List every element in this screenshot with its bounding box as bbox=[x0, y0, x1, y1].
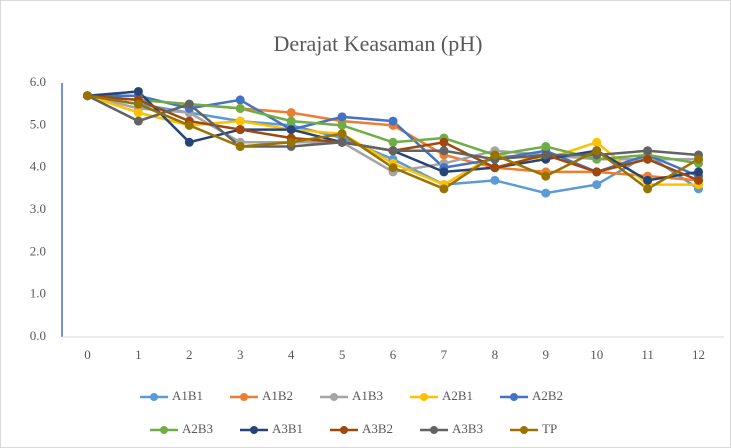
y-tick-label: 0.0 bbox=[30, 328, 46, 343]
point bbox=[184, 99, 194, 109]
point bbox=[541, 150, 551, 160]
point bbox=[439, 167, 449, 177]
point bbox=[337, 137, 347, 147]
legend-marker bbox=[510, 393, 518, 401]
legend-marker bbox=[160, 426, 168, 434]
x-tick-label: 11 bbox=[641, 347, 654, 362]
x-tick-label: 6 bbox=[390, 347, 397, 362]
legend-label: A2B3 bbox=[182, 421, 213, 436]
point bbox=[490, 163, 500, 173]
point bbox=[184, 120, 194, 130]
point bbox=[694, 154, 704, 164]
point bbox=[133, 99, 143, 109]
x-tick-label: 10 bbox=[590, 347, 603, 362]
legend-label: A1B2 bbox=[262, 388, 293, 403]
y-tick-label: 2.0 bbox=[30, 243, 46, 258]
x-tick-label: 8 bbox=[492, 347, 499, 362]
legend-marker bbox=[430, 426, 438, 434]
x-tick-label: 9 bbox=[543, 347, 550, 362]
point bbox=[490, 150, 500, 160]
x-tick-label: 12 bbox=[692, 347, 705, 362]
point bbox=[184, 137, 194, 147]
x-tick-label: 4 bbox=[288, 347, 295, 362]
legend-label: A3B3 bbox=[452, 421, 483, 436]
point bbox=[235, 142, 245, 151]
point bbox=[286, 137, 296, 147]
point bbox=[235, 95, 245, 105]
legend-label: A2B1 bbox=[442, 388, 473, 403]
point bbox=[592, 167, 602, 177]
legend-marker bbox=[420, 393, 428, 401]
legend-marker bbox=[150, 393, 158, 401]
point bbox=[133, 116, 143, 126]
point bbox=[541, 142, 551, 151]
x-tick-label: 7 bbox=[441, 347, 448, 362]
point bbox=[643, 175, 653, 185]
point bbox=[388, 163, 398, 173]
point bbox=[592, 137, 602, 147]
y-tick-label: 6.0 bbox=[30, 74, 46, 89]
legend-label: A3B1 bbox=[272, 421, 303, 436]
point bbox=[541, 188, 551, 198]
x-tick-label: 0 bbox=[84, 347, 91, 362]
point bbox=[286, 116, 296, 126]
point bbox=[643, 184, 653, 194]
point bbox=[235, 116, 245, 126]
point bbox=[235, 125, 245, 135]
point bbox=[337, 120, 347, 130]
y-tick-label: 1.0 bbox=[30, 286, 46, 301]
legend-marker bbox=[240, 393, 248, 401]
point bbox=[643, 154, 653, 164]
x-tick-label: 1 bbox=[135, 347, 142, 362]
legend-marker bbox=[250, 426, 258, 434]
point bbox=[439, 146, 449, 156]
y-tick-label: 4.0 bbox=[30, 159, 46, 174]
point bbox=[439, 184, 449, 194]
point bbox=[643, 146, 653, 156]
x-tick-label: 5 bbox=[339, 347, 346, 362]
legend-label: TP bbox=[542, 421, 557, 436]
point bbox=[439, 137, 449, 147]
point bbox=[592, 180, 602, 190]
x-tick-label: 2 bbox=[186, 347, 193, 362]
point bbox=[133, 108, 143, 118]
legend-marker bbox=[330, 393, 338, 401]
point bbox=[286, 108, 296, 118]
y-tick-label: 3.0 bbox=[30, 201, 46, 216]
legend-label: A1B1 bbox=[172, 388, 203, 403]
point bbox=[694, 175, 704, 185]
legend-marker bbox=[340, 426, 348, 434]
point bbox=[337, 129, 347, 139]
point bbox=[337, 112, 347, 122]
point bbox=[388, 146, 398, 156]
point bbox=[235, 103, 245, 113]
legend-marker bbox=[520, 426, 528, 434]
point bbox=[541, 171, 551, 181]
legend-label: A3B2 bbox=[362, 421, 393, 436]
y-tick-label: 5.0 bbox=[30, 116, 46, 131]
legend-label: A2B2 bbox=[532, 388, 563, 403]
point bbox=[592, 146, 602, 156]
point bbox=[133, 86, 143, 96]
x-tick-label: 3 bbox=[237, 347, 244, 362]
point bbox=[388, 137, 398, 147]
point bbox=[82, 91, 92, 101]
point bbox=[286, 125, 296, 135]
chart-title: Derajat Keasaman (pH) bbox=[274, 31, 483, 56]
point bbox=[388, 116, 398, 126]
point bbox=[490, 175, 500, 185]
legend-label: A1B3 bbox=[352, 388, 383, 403]
point bbox=[694, 167, 704, 177]
